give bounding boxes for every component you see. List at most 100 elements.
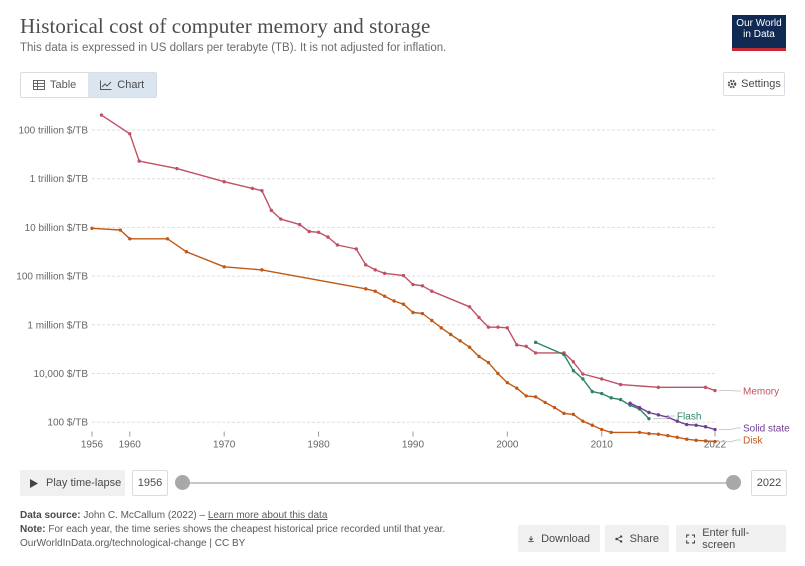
data-point-flash <box>647 416 651 421</box>
data-point-memory <box>571 360 576 364</box>
data-point-flash <box>590 389 594 394</box>
data-point-solid-state <box>684 422 689 427</box>
series-line-memory <box>101 114 716 392</box>
line-chart-icon <box>100 80 112 90</box>
data-point-memory <box>382 271 387 276</box>
y-tick-label: 100 trillion $/TB <box>19 126 89 137</box>
data-point-memory <box>505 326 510 330</box>
learn-more-link[interactable]: Learn more about this data <box>207 510 328 521</box>
owid-logo[interactable]: Our World in Data <box>732 15 786 51</box>
data-point-disk <box>496 371 500 376</box>
data-point-memory <box>279 217 283 221</box>
settings-button[interactable]: Settings <box>723 72 785 96</box>
y-tick-label: 100 $/TB <box>47 418 88 429</box>
x-tick-label: 2022 <box>704 440 727 451</box>
y-tick-label: 10,000 $/TB <box>34 369 89 380</box>
data-point-memory <box>222 180 226 184</box>
data-point-disk <box>430 318 434 323</box>
data-point-memory <box>656 385 661 390</box>
timeline-end-handle[interactable] <box>726 475 741 490</box>
data-point-memory <box>373 268 377 272</box>
data-point-memory <box>250 186 255 191</box>
data-point-disk <box>90 226 94 230</box>
data-point-memory <box>477 315 481 320</box>
data-point-disk <box>543 400 547 405</box>
data-point-disk <box>656 432 661 436</box>
data-point-disk <box>590 423 594 427</box>
series-line-disk <box>91 227 716 443</box>
share-icon <box>615 534 623 543</box>
settings-label: Settings <box>741 78 781 90</box>
y-tick-label: 1 trillion $/TB <box>30 174 89 185</box>
share-label: Share <box>629 532 659 545</box>
data-point-disk <box>505 380 510 385</box>
data-point-disk <box>373 289 377 293</box>
series-line-solid-state <box>629 402 716 431</box>
data-point-disk <box>666 433 670 438</box>
play-icon <box>30 478 38 488</box>
source-text: John C. McCallum (2022) – <box>83 510 208 521</box>
x-tick-label: 1980 <box>307 440 330 451</box>
fullscreen-button[interactable]: Enter full-screen <box>676 525 786 552</box>
source-line: Data source: John C. McCallum (2022) – L… <box>20 509 445 523</box>
data-point-disk <box>439 326 443 330</box>
source-url[interactable]: OurWorldInData.org/technological-change … <box>20 538 246 549</box>
leader-line-solid-state <box>719 427 741 431</box>
data-point-disk <box>382 294 387 298</box>
data-point-memory <box>467 305 472 309</box>
data-point-disk <box>684 437 689 441</box>
play-timelapse-button[interactable]: Play time-lapse <box>20 470 125 496</box>
logo-line-1: Our World <box>736 18 782 29</box>
data-point-disk <box>477 354 481 359</box>
data-point-solid-state <box>703 425 708 429</box>
data-point-memory <box>581 372 585 376</box>
data-point-memory <box>137 159 141 163</box>
timeline-track[interactable] <box>182 482 734 484</box>
x-tick-label: 1990 <box>402 440 425 451</box>
gear-icon <box>727 79 737 89</box>
data-point-memory <box>269 208 274 213</box>
data-point-disk <box>694 438 698 443</box>
data-point-disk <box>637 430 642 435</box>
x-tick-label: 2010 <box>591 440 614 451</box>
tab-table[interactable]: Table <box>21 73 88 97</box>
data-point-solid-state <box>675 419 679 423</box>
leader-line-disk <box>719 439 741 443</box>
data-point-disk <box>401 302 406 306</box>
share-button[interactable]: Share <box>605 525 669 552</box>
data-point-memory <box>364 263 368 267</box>
data-point-disk <box>184 250 189 254</box>
data-point-memory <box>297 222 302 227</box>
chart-area: 100 $/TB 10,000 $/TB 1 million $/TB 100 mil… <box>16 113 790 451</box>
data-point-disk <box>165 237 170 241</box>
data-point-disk <box>486 360 491 365</box>
data-point-disk <box>448 332 453 337</box>
data-point-memory <box>354 247 359 251</box>
data-point-memory <box>175 166 179 171</box>
data-point-disk <box>571 412 576 417</box>
data-point-disk <box>128 237 132 241</box>
tab-chart-label: Chart <box>117 79 145 91</box>
tab-chart[interactable]: Chart <box>88 73 157 97</box>
data-point-flash <box>571 369 576 373</box>
data-point-memory <box>307 229 311 234</box>
download-button[interactable]: Download <box>518 525 600 552</box>
data-point-memory <box>515 343 519 347</box>
data-point-memory <box>335 243 340 247</box>
data-point-disk <box>713 439 717 444</box>
series-label-memory: Memory <box>743 387 779 398</box>
leader-line-flash <box>652 415 675 420</box>
download-label: Download <box>541 532 590 545</box>
timeline-start-handle[interactable] <box>175 475 190 490</box>
data-point-disk <box>364 287 368 291</box>
data-point-memory <box>128 132 132 136</box>
page-title: Historical cost of computer memory and s… <box>20 14 431 38</box>
data-point-disk <box>533 395 538 399</box>
data-point-disk <box>647 431 651 436</box>
data-point-memory <box>401 273 406 278</box>
data-point-disk <box>467 345 472 349</box>
data-point-solid-state <box>713 427 717 432</box>
data-point-disk <box>703 439 708 443</box>
data-point-memory <box>713 388 717 393</box>
data-point-memory <box>326 235 330 239</box>
